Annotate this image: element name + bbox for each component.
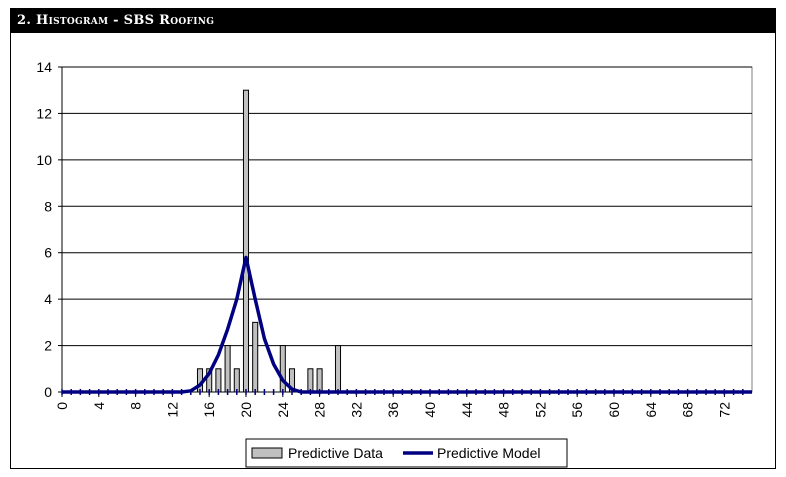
x-tick-label: 60: [606, 402, 622, 418]
x-tick-label: 48: [496, 402, 512, 418]
legend-label-bars: Predictive Data: [288, 445, 383, 461]
x-tick-label: 24: [275, 402, 291, 418]
x-tick-label: 32: [348, 402, 364, 418]
model-line: [62, 255, 752, 394]
histogram-bar: [334, 345, 342, 393]
y-tick-label: 2: [44, 338, 52, 354]
x-tick-label: 0: [54, 402, 70, 410]
histogram-bar: [279, 345, 286, 393]
y-tick-label: 0: [44, 384, 52, 400]
x-tick-label: 20: [238, 402, 254, 418]
plot-area: [61, 66, 753, 393]
x-tick-label: 64: [643, 402, 659, 418]
y-tick-label: 14: [36, 59, 52, 75]
x-tick-label: 68: [680, 402, 696, 418]
title-bar: 2. Histogram - SBS Roofing: [11, 9, 775, 33]
histogram-bar: [233, 368, 240, 393]
x-tick-label: 4: [91, 402, 107, 410]
y-tick-label: 8: [44, 198, 52, 214]
chart-title: 2. Histogram - SBS Roofing: [17, 13, 215, 28]
x-tick-label: 40: [422, 402, 438, 418]
y-tick-label: 12: [36, 105, 52, 121]
x-tick-label: 16: [201, 402, 217, 418]
x-tick-label: 36: [385, 402, 401, 418]
histogram-bar: [307, 368, 314, 393]
x-tick-label: 52: [532, 402, 548, 418]
y-tick-label: 4: [44, 291, 52, 307]
x-tick-label: 12: [164, 402, 180, 418]
histogram-bar: [224, 345, 231, 393]
histogram-bar: [316, 368, 323, 393]
x-tick-label: 8: [128, 402, 144, 410]
x-tick-label: 72: [716, 402, 732, 418]
x-tick-label: 44: [459, 402, 475, 418]
legend-label-line: Predictive Model: [437, 445, 541, 461]
histogram-bar: [242, 89, 250, 393]
histogram-bar: [252, 321, 259, 393]
x-tick-label: 56: [569, 402, 585, 418]
y-tick-label: 10: [36, 152, 52, 168]
histogram-bar: [215, 368, 222, 393]
legend-swatch-bars: [251, 447, 283, 459]
x-tick-label: 28: [312, 402, 328, 418]
y-tick-label: 6: [44, 245, 52, 261]
